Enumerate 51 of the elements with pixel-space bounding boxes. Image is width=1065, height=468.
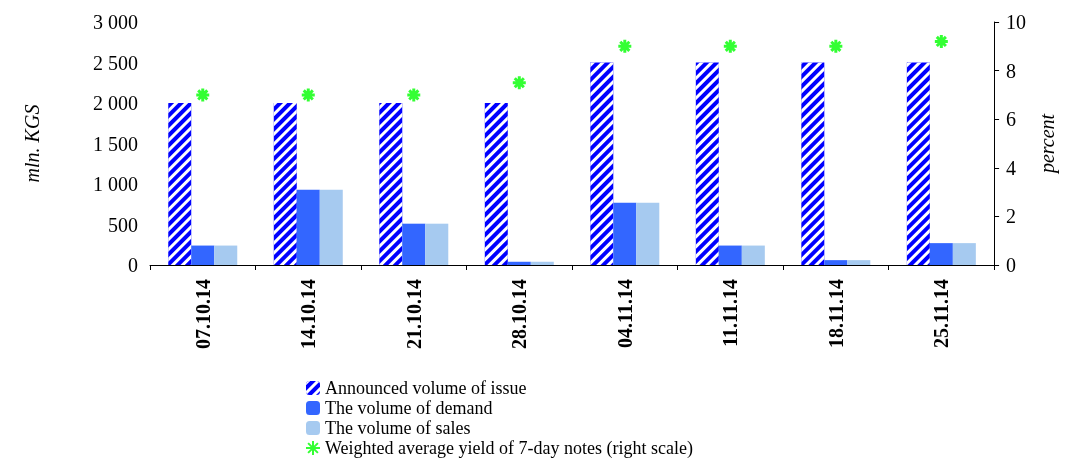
y-tick-label: 0 bbox=[128, 254, 138, 276]
bar bbox=[296, 189, 320, 265]
bar bbox=[319, 189, 343, 265]
y2-tick-label: 6 bbox=[1006, 108, 1017, 131]
y2-axis-title: percent bbox=[1036, 113, 1059, 176]
x-tick-label: 28.10.14 bbox=[508, 279, 531, 349]
legend-label: Announced volume of issue bbox=[325, 378, 527, 398]
legend-label: The volume of demand bbox=[325, 398, 493, 418]
bar bbox=[847, 260, 871, 265]
y2-tick-label: 4 bbox=[1006, 156, 1017, 179]
bar bbox=[191, 245, 215, 265]
x-tick-label: 11.11.14 bbox=[719, 279, 742, 347]
x-tick-label: 18.11.14 bbox=[824, 279, 847, 348]
y2-tick-label: 2 bbox=[1006, 205, 1017, 228]
point bbox=[933, 33, 950, 50]
y-tick-label: 500 bbox=[108, 213, 138, 236]
x-tick-label: 04.11.14 bbox=[613, 279, 636, 348]
point bbox=[511, 74, 528, 91]
y-tick-label: 1 500 bbox=[93, 132, 138, 155]
bar bbox=[718, 245, 742, 265]
bar bbox=[929, 243, 953, 265]
bar bbox=[402, 223, 426, 265]
y2-tick-label: 0 bbox=[1006, 254, 1017, 276]
bar bbox=[214, 245, 238, 265]
bar bbox=[507, 261, 531, 265]
bar bbox=[741, 245, 765, 265]
y2-tick-label: 8 bbox=[1006, 59, 1017, 82]
x-tick-label: 25.11.14 bbox=[930, 279, 953, 348]
bar bbox=[613, 202, 637, 265]
point bbox=[194, 86, 211, 103]
point bbox=[405, 86, 422, 103]
point bbox=[616, 38, 633, 55]
y-tick-label: 1 000 bbox=[93, 173, 138, 195]
x-tick-label: 21.10.14 bbox=[402, 279, 425, 349]
point bbox=[827, 38, 844, 55]
bar bbox=[530, 261, 554, 265]
bar bbox=[952, 243, 976, 265]
bar bbox=[425, 223, 449, 265]
y-axis-title: mln. KGS bbox=[21, 104, 43, 183]
y2-tick-label: 10 bbox=[1006, 11, 1027, 33]
y-tick-label: 2 000 bbox=[93, 92, 138, 114]
bar bbox=[824, 260, 848, 265]
x-tick-label: 07.10.14 bbox=[191, 279, 214, 349]
legend-label: Weighted average yield of 7-day notes (right scale) bbox=[325, 438, 693, 459]
y-tick-label: 3 000 bbox=[93, 11, 138, 33]
y-tick-label: 2 500 bbox=[93, 51, 138, 74]
legend-label: The volume of sales bbox=[325, 418, 471, 438]
point bbox=[722, 38, 739, 55]
point bbox=[300, 86, 317, 103]
x-tick-label: 14.10.14 bbox=[297, 279, 320, 349]
bar bbox=[636, 202, 660, 265]
